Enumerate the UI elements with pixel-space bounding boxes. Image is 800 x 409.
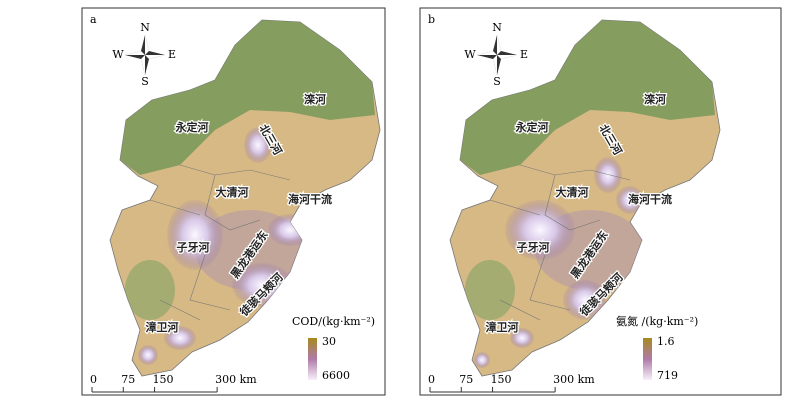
region-label: 海河干流 <box>288 192 332 206</box>
legend-bottom: 6600 <box>322 369 350 382</box>
compass-w: W <box>464 48 476 61</box>
panel-label: a <box>90 13 97 26</box>
legend-bar <box>308 338 317 380</box>
compass-star <box>125 35 165 75</box>
compass-star <box>477 35 517 75</box>
high-zone <box>594 157 622 193</box>
legend-top: 30 <box>322 335 336 348</box>
low-zone <box>120 20 375 175</box>
scale-bar: 0 75 150 300 km <box>90 373 257 393</box>
high-zone <box>164 326 196 350</box>
high-zone <box>167 200 223 270</box>
legend-bottom: 719 <box>657 369 678 382</box>
legend-title: 氨氮 /(kg·km⁻²) <box>616 314 698 328</box>
low-zone <box>460 20 715 175</box>
scale-label: 75 <box>121 373 135 386</box>
region-label: 海河干流 <box>628 192 672 206</box>
compass-star <box>125 35 165 75</box>
scale-label: 0 <box>428 373 435 386</box>
compass-n: N <box>140 21 150 34</box>
compass-e: E <box>168 48 176 61</box>
region-label: 子牙河 <box>177 240 210 254</box>
region-label: 子牙河 <box>517 240 550 254</box>
compass: N S E W <box>464 21 528 88</box>
scale-label: 300 km <box>553 373 595 386</box>
region-label: 漳卫河 <box>486 320 519 334</box>
panel-label: b <box>428 13 435 26</box>
compass-w: W <box>112 48 124 61</box>
low-zone <box>125 260 175 320</box>
surface <box>120 20 375 365</box>
compass-s: S <box>493 75 501 88</box>
high-zone <box>244 127 272 163</box>
high-zone <box>563 280 607 320</box>
region-label: 永定河 <box>175 120 209 134</box>
scale-label: 150 <box>153 373 174 386</box>
region-label: 大清河 <box>216 185 249 199</box>
high-zone <box>510 328 534 348</box>
low-zone <box>465 260 515 320</box>
scale-bar: 0 75 150 300 km <box>428 373 595 393</box>
high-zone <box>474 352 490 368</box>
scale-label: 300 km <box>215 373 257 386</box>
high-zone <box>138 345 158 365</box>
region-label: 大清河 <box>556 185 589 199</box>
compass-star <box>477 35 517 75</box>
scale-label: 0 <box>90 373 97 386</box>
scale-label: 75 <box>459 373 473 386</box>
legend-top: 1.6 <box>657 335 675 348</box>
legend-bar <box>643 338 652 380</box>
surface <box>460 20 715 368</box>
sub-boundary <box>149 164 291 321</box>
legend-title: COD/(kg·km⁻²) <box>292 315 375 328</box>
region-label: 滦河 <box>644 92 666 106</box>
compass-s: S <box>141 75 149 88</box>
sub-boundary <box>489 164 631 321</box>
compass-n: N <box>492 21 502 34</box>
high-zone <box>616 186 644 214</box>
region-label: 滦河 <box>304 92 326 106</box>
compass: N S E W <box>112 21 176 88</box>
high-zone <box>505 200 575 260</box>
region-label: 漳卫河 <box>146 320 179 334</box>
region-label: 永定河 <box>515 120 549 134</box>
compass-e: E <box>520 48 528 61</box>
scale-label: 150 <box>491 373 512 386</box>
